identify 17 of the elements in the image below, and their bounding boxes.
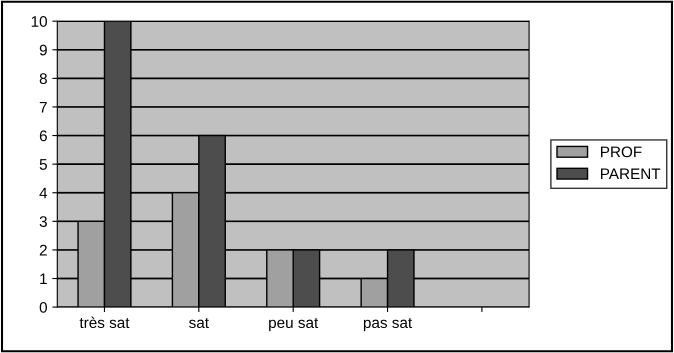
- y-tick-label: 9: [40, 44, 47, 56]
- y-tick-label: 4: [39, 188, 48, 198]
- x-tick-label: sat: [189, 318, 209, 328]
- y-tick-label: 5: [40, 159, 47, 170]
- x-tick-label: très sat: [80, 316, 130, 328]
- x-tick-label: pas sat: [364, 318, 412, 332]
- y-tick-label: 2: [40, 244, 47, 256]
- y-tick-label: 6: [40, 130, 47, 142]
- y-tick-label: 0: [40, 302, 47, 313]
- y-tick-label: 1: [40, 274, 47, 284]
- x-tick-label: peu sat: [269, 318, 318, 332]
- y-tick-label: 3: [40, 216, 47, 228]
- y-tick-label: 8: [40, 73, 47, 84]
- y-tick-label: 10: [32, 16, 47, 27]
- legend-label: PARENT: [601, 168, 660, 180]
- y-tick-label: 7: [40, 102, 47, 112]
- legend-label: PROF: [601, 146, 642, 158]
